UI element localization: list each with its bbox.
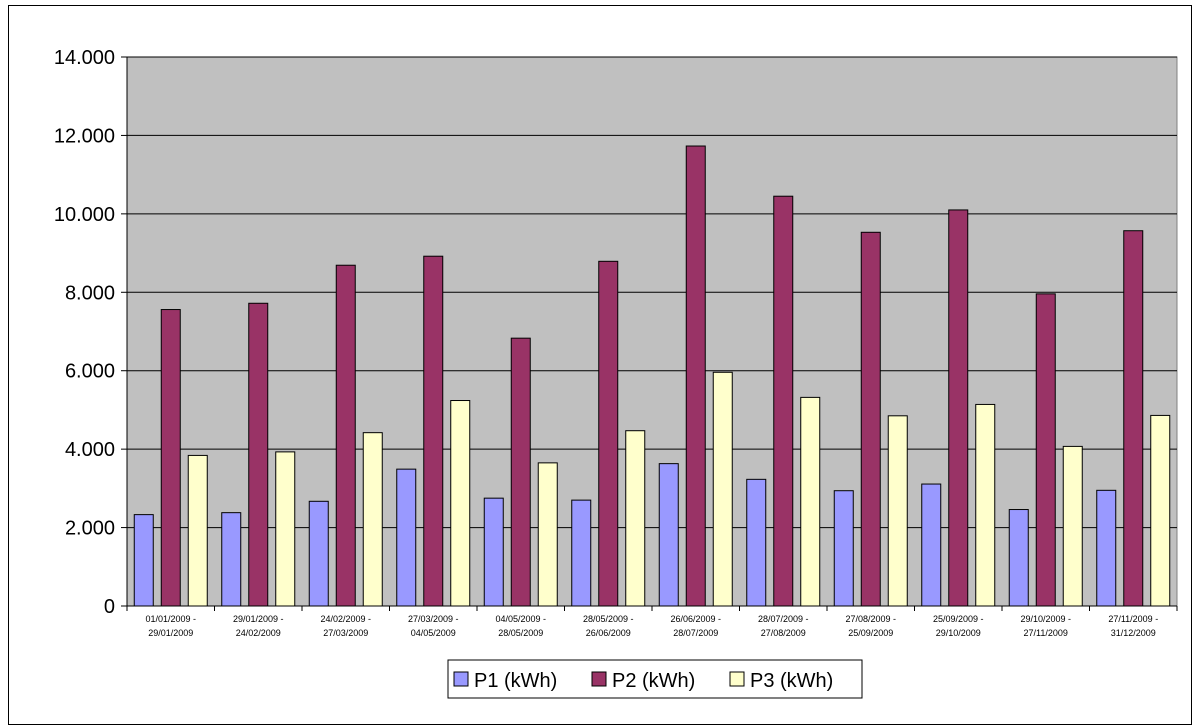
- bar: [483, 497, 504, 607]
- bar: [308, 500, 329, 607]
- x-tick-label: 31/12/2009: [1111, 628, 1156, 638]
- bar: [248, 302, 269, 607]
- x-tick-label: 04/05/2009 -: [495, 614, 546, 624]
- x-tick-label: 27/11/2009 -: [1108, 614, 1158, 624]
- bar: [423, 255, 444, 607]
- legend-label: P1 (kWh): [474, 670, 557, 692]
- x-tick-label: 27/11/2009: [1024, 628, 1068, 638]
- x-tick-label: 26/06/2009 -: [670, 614, 721, 624]
- bar: [1008, 509, 1029, 607]
- x-tick-label: 28/05/2009: [498, 628, 543, 638]
- bar: [625, 430, 646, 607]
- bar: [887, 415, 908, 607]
- bar: [133, 514, 154, 607]
- x-tick-label: 25/09/2009: [848, 628, 893, 638]
- legend-swatch: [453, 671, 469, 687]
- x-tick-label: 24/02/2009: [236, 628, 281, 638]
- bar: [800, 396, 821, 607]
- x-tick-label: 27/08/2009 -: [845, 614, 896, 624]
- bar: [712, 371, 733, 607]
- bar: [921, 483, 942, 607]
- x-tick-label: 26/06/2009: [586, 628, 631, 638]
- y-tick-label: 14.000: [54, 47, 115, 69]
- bar: [396, 468, 417, 607]
- x-tick-label: 29/10/2009 -: [1020, 614, 1071, 624]
- y-tick-label: 2.000: [65, 518, 115, 540]
- x-tick-label: 28/05/2009 -: [583, 614, 634, 624]
- x-tick-label: 01/01/2009 -: [145, 614, 196, 624]
- bar: [1062, 445, 1083, 607]
- bar: [362, 432, 383, 607]
- plot-area: [126, 56, 1178, 607]
- bar: [221, 512, 242, 607]
- legend-swatch: [591, 671, 607, 687]
- bar: [948, 209, 969, 607]
- x-tick-label: 24/02/2009 -: [320, 614, 371, 624]
- x-tick-label: 29/10/2009: [936, 628, 981, 638]
- bar: [833, 490, 854, 607]
- y-tick-label: 8.000: [65, 282, 115, 304]
- bar: [1150, 414, 1171, 607]
- bar: [510, 337, 531, 607]
- x-tick-label: 28/07/2009: [673, 628, 718, 638]
- bar: [571, 499, 592, 607]
- y-tick-label: 4.000: [65, 439, 115, 461]
- bar: [746, 478, 767, 607]
- bar: [598, 260, 619, 607]
- x-tick-label: 28/07/2009 -: [758, 614, 809, 624]
- bar: [1035, 293, 1056, 607]
- legend: [447, 659, 863, 699]
- bar: [537, 462, 558, 607]
- bar: [275, 451, 296, 607]
- bar: [187, 454, 208, 607]
- x-tick-label: 29/01/2009: [148, 628, 193, 638]
- bar: [335, 264, 356, 607]
- x-tick-label: 27/03/2009: [323, 628, 368, 638]
- bar: [860, 231, 881, 607]
- x-tick-label: 25/09/2009 -: [933, 614, 984, 624]
- bar: [975, 403, 996, 607]
- legend-swatch: [729, 671, 745, 687]
- bar: [450, 400, 471, 607]
- x-tick-label: 29/01/2009 -: [233, 614, 284, 624]
- x-tick-label: 04/05/2009: [411, 628, 456, 638]
- x-tick-label: 27/03/2009 -: [408, 614, 459, 624]
- bar: [773, 195, 794, 607]
- bar-chart: 0 2.000 4.000 6.000 8.000 10.000 12.000 14.000 0…: [54, 47, 1178, 699]
- bar: [1096, 489, 1117, 607]
- y-tick-label: 0: [104, 596, 115, 618]
- bar: [658, 463, 679, 607]
- legend-label: P2 (kWh): [612, 670, 695, 692]
- y-tick-label: 12.000: [54, 125, 115, 147]
- y-tick-label: 10.000: [54, 204, 115, 226]
- bar: [685, 145, 706, 607]
- y-tick-label: 6.000: [65, 361, 115, 383]
- legend-label: P3 (kWh): [750, 670, 833, 692]
- bar: [1123, 230, 1144, 607]
- bar: [160, 309, 181, 607]
- x-tick-label: 27/08/2009: [761, 628, 806, 638]
